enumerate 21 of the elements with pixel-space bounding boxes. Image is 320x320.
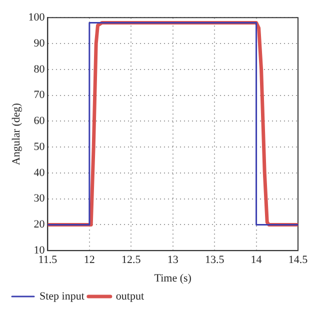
y-tick-label: 40 <box>34 166 46 179</box>
legend-label: Step input <box>40 290 84 302</box>
y-tick-label: 30 <box>34 192 46 205</box>
y-tick-label: 80 <box>34 63 46 76</box>
y-tick-label: 60 <box>34 115 46 128</box>
legend-label: output <box>116 290 144 302</box>
y-axis-title: Angular (deg) <box>10 102 22 166</box>
x-tick-label: 12.5 <box>122 254 142 266</box>
y-tick-label: 70 <box>34 89 46 102</box>
x-tick-label: 12 <box>84 254 95 266</box>
y-tick-label: 100 <box>28 11 46 24</box>
y-tick-label: 20 <box>34 218 46 231</box>
x-tick-label: 14.5 <box>288 254 308 266</box>
y-tick-label: 10 <box>34 244 46 256</box>
x-axis-title: Time (s) <box>154 272 192 284</box>
y-tick-label: 90 <box>34 37 46 50</box>
x-tick-label: 14 <box>250 254 262 266</box>
y-tick-label: 50 <box>34 140 46 153</box>
x-tick-label: 13 <box>167 254 179 266</box>
x-tick-label: 11.5 <box>38 254 58 266</box>
x-tick-label: 13.5 <box>204 254 225 266</box>
